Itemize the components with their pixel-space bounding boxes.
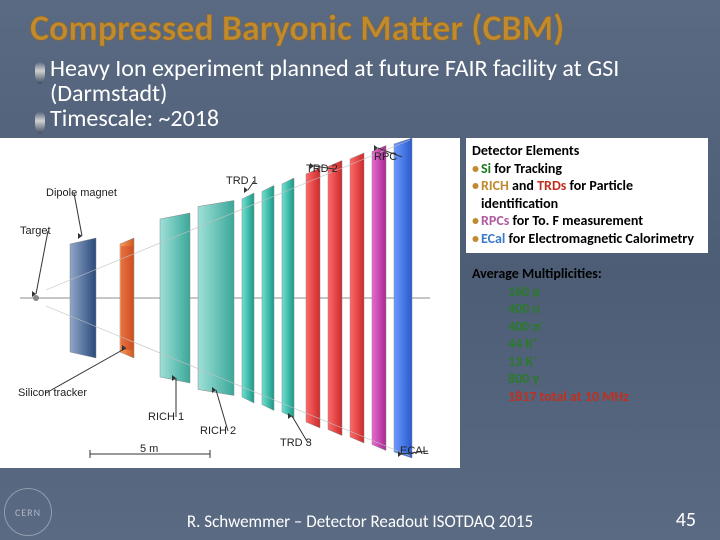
multiplicity-row: 400 π⁻ xyxy=(472,318,708,336)
detector-diagram: TargetDipole magnetSilicon trackerRICH 1… xyxy=(0,138,460,468)
thermometer-icon xyxy=(30,106,50,134)
svg-text:RPC: RPC xyxy=(374,151,397,163)
thermometer-icon xyxy=(30,56,50,84)
multiplicities-header: Average Multiplicities: xyxy=(472,265,708,283)
bullet-item: Timescale: ~2018 xyxy=(30,106,690,134)
detector-element-item: •RICH and TRDs for Particle identificati… xyxy=(472,177,702,212)
multiplicity-row: 13 K⁻ xyxy=(472,353,708,371)
bullet-text: Timescale: ~2018 xyxy=(50,106,219,131)
cern-logo: CERN xyxy=(4,488,52,536)
detector-element-item: •RPCs for To. F measurement xyxy=(472,212,702,230)
slide-title: Compressed Baryonic Matter (CBM) xyxy=(0,0,720,56)
multiplicity-row: 800 γ xyxy=(472,370,708,388)
svg-text:5 m: 5 m xyxy=(140,443,158,455)
bullet-text: Heavy Ion experiment planned at future F… xyxy=(50,56,690,106)
svg-text:Dipole magnet: Dipole magnet xyxy=(46,187,117,199)
multiplicity-row: 160 p xyxy=(472,283,708,301)
page-number: 45 xyxy=(676,508,696,532)
svg-text:Target: Target xyxy=(20,225,51,237)
detector-elements-box: Detector Elements •Si for Tracking•RICH … xyxy=(466,138,708,253)
multiplicities-box: Average Multiplicities: 160 p400 n400 π⁻… xyxy=(466,265,708,405)
footer: R. Schwemmer – Detector Readout ISOTDAQ … xyxy=(0,511,720,532)
multiplicity-row: 1817 total at 10 MHz xyxy=(472,388,708,406)
svg-text:RICH 2: RICH 2 xyxy=(200,425,236,437)
detector-elements-header: Detector Elements xyxy=(472,142,702,160)
detector-element-item: •Si for Tracking xyxy=(472,160,702,178)
svg-text:TRD 3: TRD 3 xyxy=(280,437,312,449)
svg-text:TRD 1: TRD 1 xyxy=(226,175,258,187)
bullet-list: Heavy Ion experiment planned at future F… xyxy=(0,56,720,138)
footer-text: R. Schwemmer – Detector Readout ISOTDAQ … xyxy=(187,511,533,532)
multiplicity-row: 44 K⁺ xyxy=(472,335,708,353)
multiplicity-row: 400 n xyxy=(472,300,708,318)
svg-text:RICH 1: RICH 1 xyxy=(148,411,184,423)
detector-element-item: •ECal for Electromagnetic Calorimetry xyxy=(472,230,702,248)
bullet-item: Heavy Ion experiment planned at future F… xyxy=(30,56,690,106)
